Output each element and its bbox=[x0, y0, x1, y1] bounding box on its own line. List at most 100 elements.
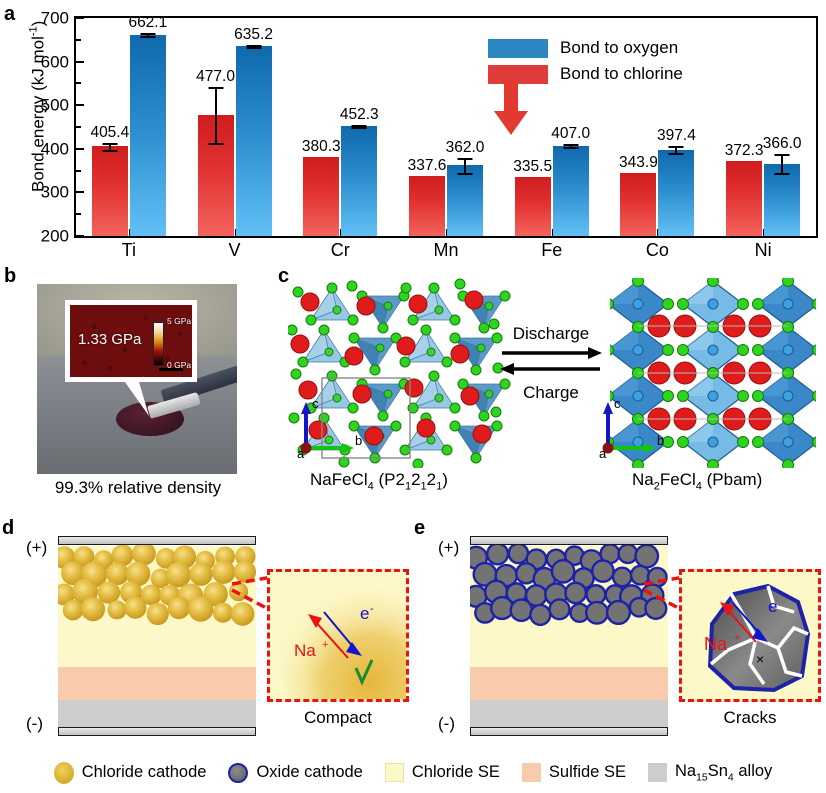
legend-swatch-oxygen bbox=[488, 38, 548, 58]
y-tick-major bbox=[76, 60, 84, 63]
legend-text-alloy: Na15Sn4 alloy bbox=[674, 761, 773, 784]
error-bar-cap bbox=[208, 143, 224, 146]
bar-value-label: 337.6 bbox=[407, 157, 447, 174]
legend-swatch-chloride-cathode-icon bbox=[53, 761, 74, 784]
error-bar-cap bbox=[208, 87, 224, 90]
bar-value-label: 372.3 bbox=[724, 141, 764, 159]
colorbar-min-label: 0 GPa bbox=[167, 360, 192, 370]
legend-text-chloride-se: Chloride SE bbox=[411, 763, 500, 781]
legend-label-chlorine: Bond to chlorine bbox=[560, 64, 683, 83]
panel-d-sulfide-se-layer bbox=[58, 667, 256, 700]
legend-text-chloride-cathode: Chloride cathode bbox=[81, 763, 207, 781]
svg-text:b: b bbox=[657, 433, 664, 448]
bar-mn-chlorine bbox=[409, 176, 445, 236]
panel-e-inset: Na + e × bbox=[679, 569, 821, 702]
panel-b-caption: 99.3% relative density bbox=[54, 478, 222, 497]
bar-value-label: 362.0 bbox=[445, 138, 485, 156]
y-tick-label: 300 bbox=[40, 182, 69, 202]
error-bar-cap bbox=[563, 147, 579, 150]
figure-bottom-legend: Chloride cathode Oxide cathode Chloride … bbox=[0, 752, 826, 793]
panel-label-c: c bbox=[278, 265, 290, 287]
panel-e-inset-caption: Cracks bbox=[723, 708, 777, 727]
y-tick-label: 600 bbox=[40, 52, 69, 72]
error-bar-cap bbox=[246, 45, 262, 48]
y-tick-major bbox=[76, 104, 84, 107]
bar-value-label: 397.4 bbox=[657, 127, 696, 145]
y-tick-major bbox=[76, 147, 84, 150]
y-tick-minor bbox=[76, 169, 81, 172]
svg-text:+: + bbox=[734, 632, 740, 644]
y-tick-minor bbox=[76, 213, 81, 216]
x-axis-label-ti: Ti bbox=[121, 240, 137, 260]
bar-value-label: 452.3 bbox=[339, 105, 379, 123]
x-axis-label-mn: Mn bbox=[433, 240, 459, 260]
error-bar-cap bbox=[774, 154, 790, 157]
charge-label: Charge bbox=[523, 382, 579, 402]
reaction-arrows-group: Discharge Charge bbox=[498, 324, 604, 402]
panel-label-d: d bbox=[2, 517, 15, 539]
panel-e-oxide-cathode-particles bbox=[470, 545, 668, 627]
svg-text:b: b bbox=[355, 433, 362, 448]
axis-indicator-right: c a b bbox=[599, 396, 664, 458]
panel-d-negative-current-collector bbox=[58, 727, 256, 736]
legend-item-alloy: Na15Sn4 alloy bbox=[647, 761, 773, 784]
bar-fe-chlorine bbox=[514, 176, 551, 236]
legend-text-oxide-cathode: Oxide cathode bbox=[256, 763, 363, 781]
legend-item-sulfide-se: Sulfide SE bbox=[521, 763, 626, 782]
error-bar bbox=[464, 157, 466, 174]
legend-text-sulfide-se: Sulfide SE bbox=[548, 763, 626, 781]
legend-swatch-chloride-se-icon bbox=[384, 763, 404, 782]
bar-ti-oxygen bbox=[129, 34, 166, 236]
panel-d-alloy-layer bbox=[58, 700, 256, 727]
panel-e-positive-current-collector bbox=[470, 536, 668, 545]
panel-d-inset-caption: Compact bbox=[303, 708, 373, 727]
panel-c-crystal-structures: c c a b NaFeCl4 (P212121) Discharge Char… bbox=[276, 264, 826, 516]
bar-value-label: 407.0 bbox=[551, 125, 591, 143]
panel-e-negative-current-collector bbox=[470, 727, 668, 736]
panel-label-a: a bbox=[4, 3, 16, 25]
error-bar-cap bbox=[457, 173, 473, 176]
bar-value-label: 343.9 bbox=[619, 154, 658, 172]
legend-swatch-chlorine bbox=[488, 64, 548, 84]
error-bar-cap bbox=[102, 142, 118, 145]
panel-e-positive-label: (+) bbox=[438, 538, 460, 557]
error-bar bbox=[108, 142, 111, 150]
svg-text:+: + bbox=[322, 639, 328, 651]
svg-text:-: - bbox=[370, 603, 374, 615]
error-bar-cap bbox=[140, 35, 156, 38]
legend-entry-oxygen: Bond to oxygen bbox=[488, 38, 683, 58]
structure-nafecl4 bbox=[288, 278, 511, 468]
bar-value-label: 662.1 bbox=[128, 14, 168, 32]
y-tick-minor bbox=[76, 82, 81, 85]
y-tick-minor bbox=[76, 38, 81, 41]
y-tick-label: 700 bbox=[40, 8, 69, 28]
svg-text:e: e bbox=[768, 597, 777, 616]
panel-e-sulfide-se-layer bbox=[470, 667, 668, 700]
y-tick-label: 400 bbox=[40, 139, 69, 159]
svg-text:×: × bbox=[756, 651, 764, 667]
y-tick-major bbox=[76, 235, 84, 237]
legend-entry-chlorine: Bond to chlorine bbox=[488, 64, 683, 84]
bar-value-label: 405.4 bbox=[90, 123, 130, 141]
svg-text:Na: Na bbox=[294, 641, 316, 660]
nanoindentation-map-inset: 1.33 GPa 5 GPa 0 GPa bbox=[65, 300, 197, 382]
panel-d-compact-cathode: d (+) (-) Na + e - bbox=[0, 516, 414, 748]
error-bar-cap bbox=[668, 146, 684, 149]
colorbar-max-label: 5 GPa bbox=[167, 316, 192, 326]
svg-text:Na: Na bbox=[704, 634, 728, 654]
error-bar-cap bbox=[351, 127, 367, 130]
svg-text:c: c bbox=[312, 396, 319, 411]
error-bar bbox=[214, 87, 217, 144]
x-axis-label-cr: Cr bbox=[330, 240, 350, 260]
bar-ni-oxygen bbox=[764, 163, 801, 236]
structure-left-caption: NaFeCl4 (P212121) bbox=[310, 470, 448, 493]
y-tick-major bbox=[76, 191, 84, 194]
x-axis-label-co: Co bbox=[645, 240, 669, 260]
panel-d-inset: Na + e - bbox=[267, 569, 409, 702]
error-bar-cap bbox=[774, 172, 790, 175]
fe-highlight-arrow-icon bbox=[494, 78, 528, 135]
panel-a-bar-chart: a Bond energy (kJ mol-1) Bond to oxygen … bbox=[0, 0, 826, 268]
discharge-label: Discharge bbox=[512, 324, 590, 343]
legend-item-oxide-cathode: Oxide cathode bbox=[228, 762, 363, 783]
colorbar-gradient bbox=[153, 322, 164, 366]
